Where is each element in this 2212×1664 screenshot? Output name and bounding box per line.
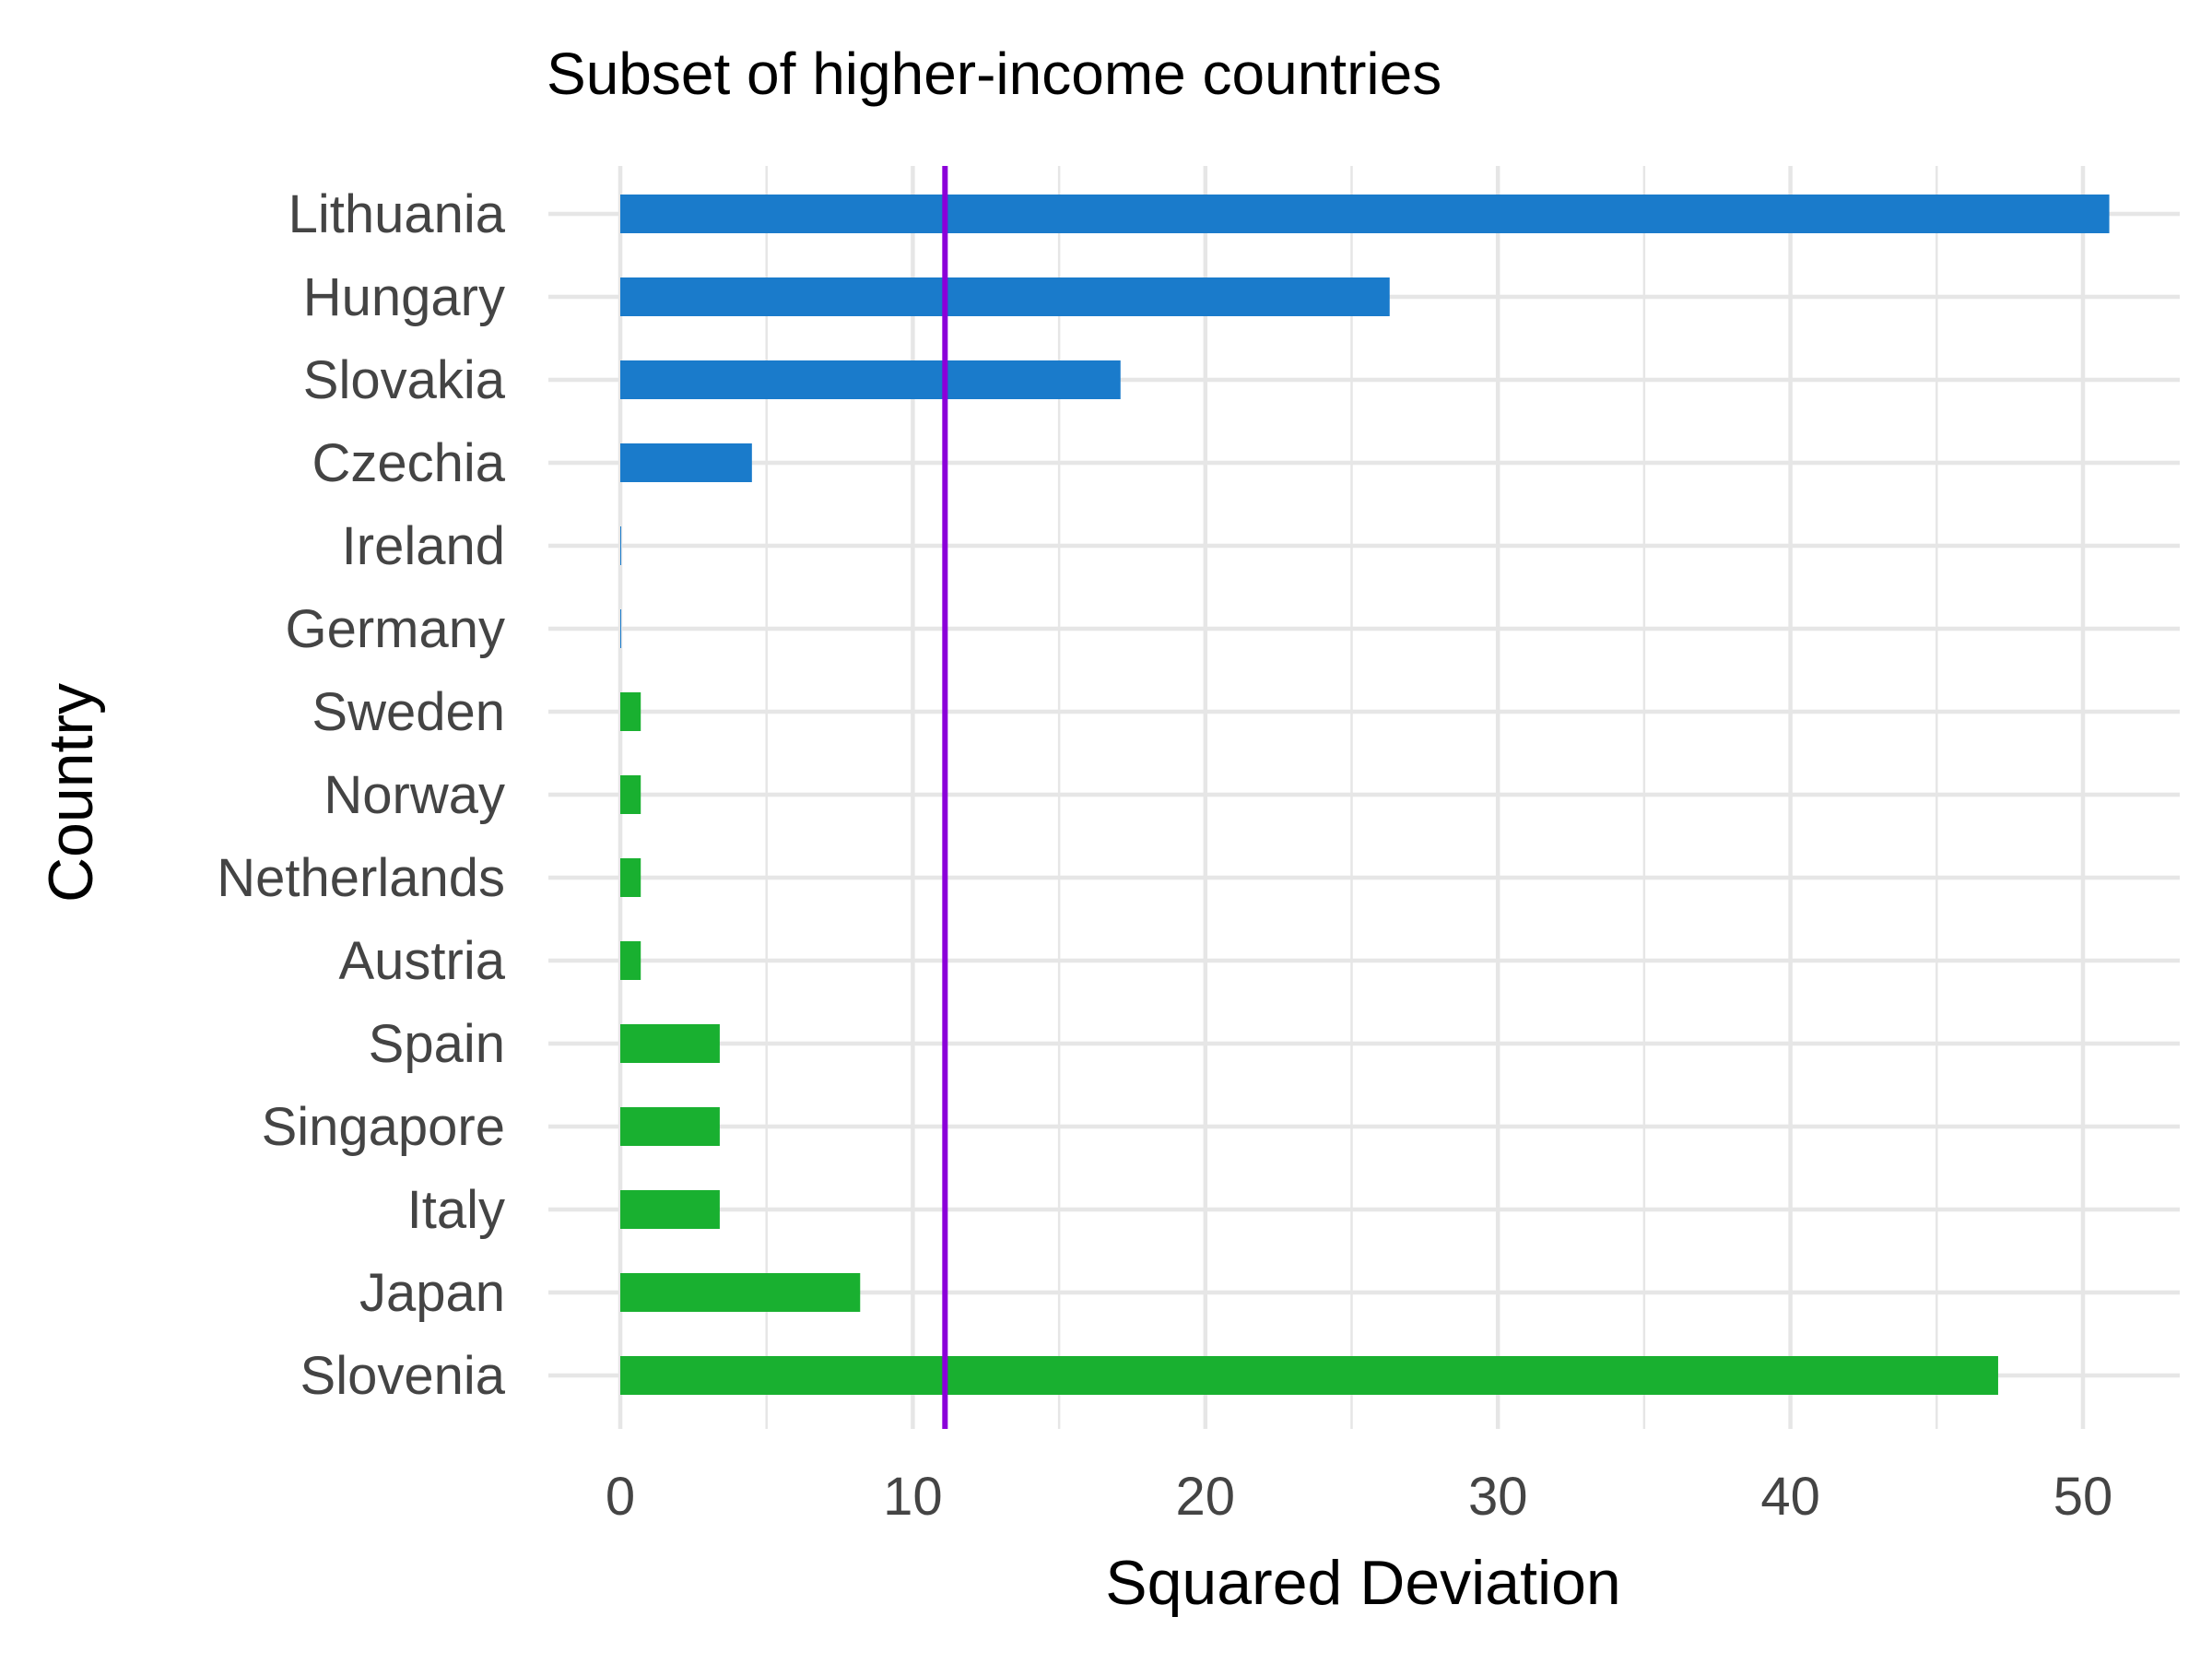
y-tick-label: Netherlands	[217, 848, 505, 908]
x-tick-label: 0	[606, 1467, 635, 1527]
bar-norway	[620, 775, 641, 814]
bar-italy	[620, 1190, 720, 1229]
bar-japan	[620, 1273, 861, 1312]
bar-netherlands	[620, 858, 641, 897]
bar-slovenia	[620, 1356, 1998, 1395]
bar-ireland	[620, 526, 621, 565]
x-tick-label: 50	[2053, 1467, 2113, 1527]
bar-germany	[620, 609, 621, 648]
y-tick-label: Spain	[369, 1014, 505, 1074]
bar-austria	[620, 941, 641, 980]
x-tick-label: 30	[1468, 1467, 1528, 1527]
chart-title: Subset of higher-income countries	[547, 41, 1441, 107]
x-tick-label: 10	[883, 1467, 943, 1527]
y-tick-label: Slovakia	[303, 350, 506, 410]
x-tick-label: 20	[1176, 1467, 1236, 1527]
x-axis-label: Squared Deviation	[1105, 1548, 1620, 1618]
y-tick-label: Hungary	[303, 267, 505, 327]
y-tick-label: Japan	[359, 1263, 505, 1323]
y-tick-label: Italy	[407, 1180, 505, 1240]
y-tick-label: Austria	[338, 931, 505, 991]
y-tick-label: Singapore	[262, 1097, 505, 1157]
y-tick-label: Slovenia	[300, 1346, 506, 1406]
bar-sweden	[620, 692, 641, 731]
bar-czechia	[620, 443, 752, 482]
bar-hungary	[620, 277, 1390, 316]
x-tick-labels: 0 10 20 30 40 50	[606, 1467, 2112, 1527]
y-tick-label: Sweden	[312, 682, 505, 742]
y-tick-label: Czechia	[312, 433, 505, 493]
y-tick-label: Norway	[324, 765, 505, 825]
y-axis-label: Country	[36, 683, 106, 903]
y-tick-label: Ireland	[342, 516, 505, 576]
bar-lithuania	[620, 195, 2110, 233]
y-tick-label: Germany	[285, 599, 505, 659]
y-tick-label: Lithuania	[288, 184, 506, 244]
bars	[620, 195, 2110, 1395]
x-tick-label: 40	[1760, 1467, 1820, 1527]
bar-spain	[620, 1024, 720, 1063]
bar-singapore	[620, 1107, 720, 1146]
y-tick-labels: Lithuania Hungary Slovakia Czechia Ireland Ge…	[217, 184, 505, 1406]
bar-slovakia	[620, 360, 1121, 399]
